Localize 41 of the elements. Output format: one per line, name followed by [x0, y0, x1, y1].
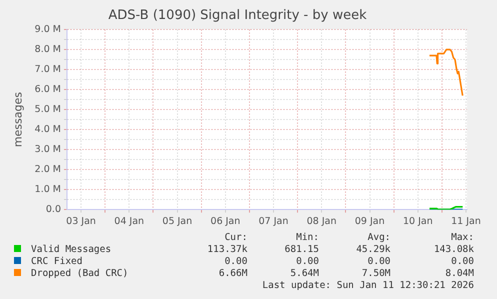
x-tick-label: 05 Jan — [162, 216, 192, 227]
y-tick-label: 4.0 M — [34, 124, 61, 136]
y-tick-label: 6.0 M — [34, 84, 61, 96]
x-tick-label: 09 Jan — [354, 216, 385, 227]
legend-label: Dropped (Bad CRC) — [30, 268, 130, 280]
text: 0.00 — [450, 256, 474, 268]
x-tick-label: 04 Jan — [114, 216, 144, 227]
legend-label: CRC Fixed — [30, 256, 84, 268]
text: Min: — [295, 232, 319, 244]
y-tick-label: 5.0 M — [34, 104, 61, 116]
text: Cur: — [224, 232, 248, 244]
text: 681.15 — [284, 244, 319, 256]
x-tick-label: 03 Jan — [66, 216, 96, 227]
x-tick-label: 08 Jan — [306, 216, 337, 227]
text: 6.66M — [218, 268, 248, 280]
legend-label: Valid Messages — [30, 244, 112, 256]
text: 143.08k — [432, 244, 474, 256]
y-tick-label: 2.0 M — [34, 164, 61, 176]
x-tick-label: 11 Jan — [451, 216, 481, 227]
text: 0.00 — [366, 256, 391, 268]
y-tick-label: 0.0 — [46, 204, 61, 216]
text: 45.29k — [355, 244, 391, 256]
y-tick-label: 8.0 M — [34, 44, 61, 56]
text: 7.50M — [360, 268, 391, 280]
text: 113.37k — [206, 244, 248, 256]
y-axis-title: messages — [11, 92, 24, 148]
text: 0.00 — [295, 256, 319, 268]
x-tick-label: 06 Jan — [210, 216, 240, 227]
text: Avg: — [366, 232, 391, 244]
text: Max: — [450, 232, 474, 244]
text: 5.64M — [289, 268, 319, 280]
y-tick-label: 9.0 M — [34, 24, 61, 36]
x-tick-label: 10 Jan — [402, 216, 433, 227]
y-tick-label: 1.0 M — [34, 184, 61, 196]
chart-title: ADS-B (1090) Signal Integrity - by week — [108, 8, 368, 24]
text: 0.00 — [224, 256, 248, 268]
text: 8.04M — [444, 268, 474, 280]
text: Last update: Sun Jan 11 12:30:21 2026 — [261, 280, 474, 292]
y-tick-label: 3.0 M — [34, 144, 61, 156]
y-tick-label: 7.0 M — [34, 64, 61, 76]
x-tick-label: 07 Jan — [258, 216, 288, 227]
